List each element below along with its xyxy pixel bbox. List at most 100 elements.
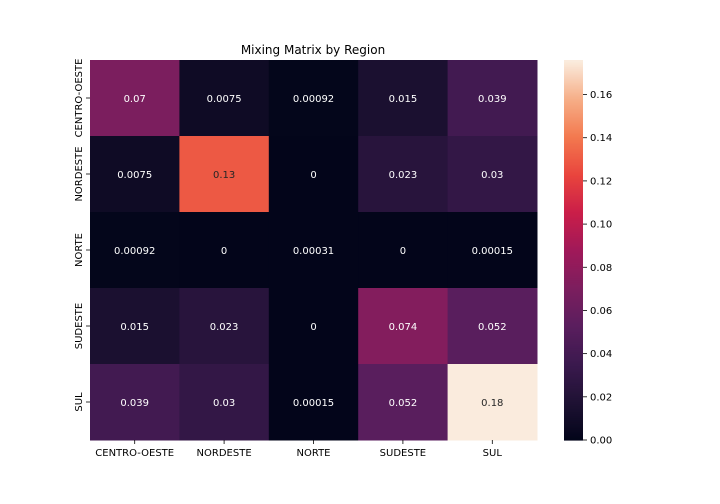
- colorbar-segment: [564, 334, 583, 337]
- colorbar-segment: [564, 410, 583, 413]
- colorbar-segment: [564, 436, 583, 439]
- cell-annotation: 0.13: [213, 170, 235, 181]
- colorbar-segment: [564, 118, 583, 121]
- colorbar-segment: [564, 292, 583, 295]
- colorbar-segment: [564, 290, 583, 293]
- x-tick-label: SUDESTE: [380, 448, 426, 459]
- colorbar-segment: [564, 208, 583, 211]
- colorbar-segment: [564, 68, 583, 71]
- colorbar-segment: [564, 192, 583, 195]
- x-tick-label: NORDESTE: [197, 448, 252, 459]
- cell-annotation: 0.00015: [472, 246, 513, 257]
- colorbar-segment: [564, 428, 583, 431]
- colorbar-segment: [564, 316, 583, 319]
- colorbar-tick-label: 0.00: [590, 436, 612, 447]
- heatmap-cell: [179, 60, 270, 137]
- colorbar-segment: [564, 416, 583, 419]
- colorbar-segment: [564, 90, 583, 93]
- heatmap-cell: [358, 136, 449, 213]
- colorbar-segment: [564, 116, 583, 119]
- colorbar-segment: [564, 294, 583, 297]
- colorbar-tick-label: 0.02: [590, 392, 612, 403]
- colorbar-segment: [564, 180, 583, 183]
- colorbar-tick-label: 0.04: [590, 349, 612, 360]
- colorbar-segment: [564, 350, 583, 353]
- colorbar-segment: [564, 166, 583, 169]
- colorbar-segment: [564, 74, 583, 77]
- heatmap-cell: [268, 136, 359, 213]
- cell-annotation: 0.039: [120, 398, 149, 409]
- colorbar-segment: [564, 312, 583, 315]
- colorbar-segment: [564, 240, 583, 243]
- colorbar-segment: [564, 108, 583, 111]
- colorbar-segment: [564, 370, 583, 373]
- colorbar-segment: [564, 248, 583, 251]
- colorbar-segment: [564, 252, 583, 255]
- cell-annotation: 0.015: [120, 322, 149, 333]
- heatmap-cell: [447, 60, 538, 137]
- colorbar-segment: [564, 402, 583, 405]
- colorbar-segment: [564, 266, 583, 269]
- heatmap-cell: [447, 364, 538, 441]
- colorbar-segment: [564, 304, 583, 307]
- colorbar-segment: [564, 156, 583, 159]
- colorbar-segment: [564, 92, 583, 95]
- colorbar-segment: [564, 430, 583, 433]
- colorbar-segment: [564, 438, 583, 441]
- colorbar-segment: [564, 426, 583, 429]
- heatmap-cell: [179, 288, 270, 365]
- chart-title: Mixing Matrix by Region: [241, 43, 385, 57]
- heatmap-cell: [358, 288, 449, 365]
- colorbar-segment: [564, 346, 583, 349]
- colorbar-segment: [564, 306, 583, 309]
- colorbar-segment: [564, 66, 583, 69]
- colorbar-tick-label: 0.12: [590, 176, 612, 187]
- colorbar-segment: [564, 146, 583, 149]
- y-tick-label: SUDESTE: [74, 303, 85, 349]
- colorbar-segment: [564, 98, 583, 101]
- y-tick-label: SUL: [74, 392, 85, 412]
- colorbar-segment: [564, 84, 583, 87]
- colorbar-segment: [564, 348, 583, 351]
- colorbar-segment: [564, 72, 583, 75]
- colorbar-segment: [564, 150, 583, 153]
- colorbar-segment: [564, 412, 583, 415]
- colorbar-segment: [564, 424, 583, 427]
- colorbar-segment: [564, 276, 583, 279]
- colorbar-segment: [564, 188, 583, 191]
- colorbar-segment: [564, 230, 583, 233]
- colorbar-segment: [564, 254, 583, 257]
- colorbar-segment: [564, 76, 583, 79]
- colorbar-segment: [564, 88, 583, 91]
- cell-annotation: 0: [221, 246, 227, 257]
- colorbar-segment: [564, 124, 583, 127]
- colorbar-segment: [564, 326, 583, 329]
- colorbar-segment: [564, 216, 583, 219]
- colorbar-segment: [564, 198, 583, 201]
- colorbar-segment: [564, 210, 583, 213]
- colorbar-segment: [564, 380, 583, 383]
- colorbar-segment: [564, 160, 583, 163]
- colorbar-segment: [564, 414, 583, 417]
- heatmap-cell: [90, 364, 180, 441]
- colorbar-segment: [564, 404, 583, 407]
- cell-annotation: 0.00031: [293, 246, 334, 257]
- colorbar-segment: [564, 114, 583, 117]
- y-tick-label: CENTRO-OESTE: [74, 59, 85, 138]
- colorbar-segment: [564, 286, 583, 289]
- heatmap-cell: [358, 364, 449, 441]
- heatmap-cell: [447, 212, 538, 289]
- colorbar-segment: [564, 120, 583, 123]
- heatmap-cell: [179, 136, 270, 213]
- colorbar-segment: [564, 184, 583, 187]
- colorbar-segment: [564, 396, 583, 399]
- x-tick-label: NORTE: [297, 448, 331, 459]
- cell-annotation: 0.00092: [293, 94, 334, 105]
- colorbar-segment: [564, 214, 583, 217]
- heatmap-cell: [268, 364, 359, 441]
- colorbar-segment: [564, 360, 583, 363]
- cell-annotation: 0: [310, 170, 316, 181]
- colorbar-segment: [564, 158, 583, 161]
- colorbar-tick-label: 0.14: [590, 133, 612, 144]
